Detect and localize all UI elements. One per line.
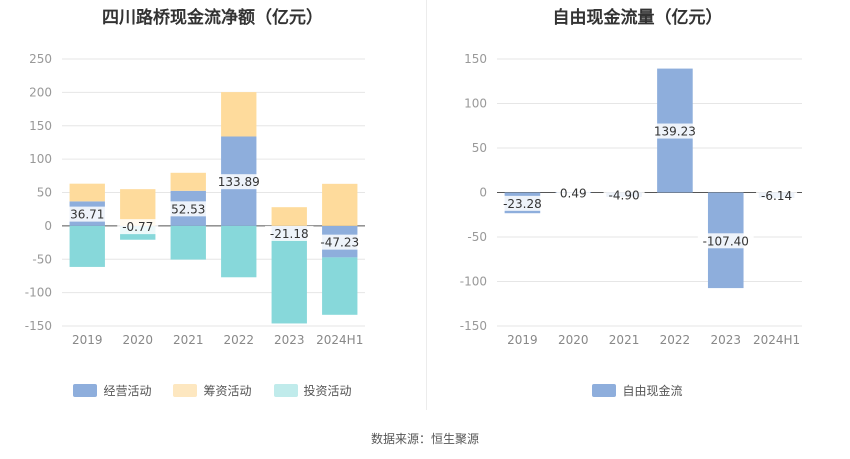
data-label: 0.49 — [560, 186, 587, 200]
x-tick-label: 2021 — [609, 333, 640, 347]
bar-投资活动 — [271, 240, 307, 324]
data-label: 139.23 — [654, 125, 696, 139]
y-tick-label: 150 — [464, 52, 487, 66]
data-label: 52.53 — [171, 202, 205, 216]
data-label-bg — [315, 234, 364, 250]
y-tick-label: -100 — [25, 286, 52, 300]
y-tick-label: 0 — [479, 186, 487, 200]
legend-label: 投资活动 — [303, 384, 352, 398]
x-tick-label: 2021 — [173, 333, 204, 347]
data-label-bg — [756, 188, 798, 204]
legend-label: 筹资活动 — [203, 384, 252, 398]
data-label-bg — [498, 195, 547, 211]
y-tick-label: 0 — [44, 219, 52, 233]
y-tick-label: 50 — [37, 186, 52, 200]
data-label-bg — [167, 201, 209, 217]
data-label: -4.90 — [609, 189, 640, 203]
data-label: -47.23 — [320, 236, 359, 250]
data-label: -23.28 — [503, 197, 542, 211]
legend-swatch — [592, 384, 617, 397]
y-tick-label: -150 — [460, 319, 487, 333]
chart-title: 四川路桥现金流净额（亿元） — [102, 8, 323, 28]
free-cash-flow-chart-plot: 150 100 50 0 -50 -100 -150 2019 2020 2021 2022 2023… — [460, 52, 802, 347]
legend-swatch — [273, 384, 298, 397]
y-tick-label: 100 — [29, 152, 52, 166]
chart-legend: 自由现金流 — [425, 382, 850, 399]
panel-divider — [426, 0, 427, 410]
y-tick-label: -100 — [460, 275, 487, 289]
bar-筹资活动 — [271, 207, 307, 226]
bar-筹资活动 — [170, 172, 206, 191]
x-tick-label: 2019 — [507, 333, 538, 347]
bar-筹资活动 — [322, 183, 358, 226]
data-label-bg — [66, 206, 108, 222]
y-tick-label: -50 — [32, 252, 52, 266]
x-tick-label: 2024H1 — [316, 333, 363, 347]
data-label-bg — [697, 233, 754, 249]
x-tick-label: 2020 — [122, 333, 153, 347]
legend-swatch — [173, 384, 198, 397]
data-label-bg — [265, 225, 314, 241]
data-label: -0.77 — [122, 220, 153, 234]
bar-投资活动 — [170, 225, 206, 260]
data-label: 133.89 — [218, 175, 260, 189]
y-tick-label: -50 — [467, 230, 487, 244]
data-label-bg — [117, 219, 159, 235]
data-label-bg — [603, 187, 645, 203]
legend-item-free-cash-flow[interactable]: 自由现金流 — [592, 382, 683, 399]
legend-swatch — [73, 384, 98, 397]
x-tick-label: 2022 — [660, 333, 691, 347]
bar-投资活动 — [322, 257, 358, 315]
y-tick-label: 200 — [29, 85, 52, 99]
data-source: 数据来源：恒生聚源 — [370, 432, 479, 446]
data-label-bg — [214, 174, 263, 190]
legend-label: 经营活动 — [103, 384, 152, 398]
data-label: -21.18 — [270, 227, 309, 241]
free-cash-flow-chart-panel: 自由现金流量（亿元） 150 100 50 0 -50 -100 -150 2019 2020 2… — [425, 0, 850, 410]
x-tick-label: 2023 — [710, 333, 741, 347]
bar-投资活动 — [69, 225, 105, 267]
cash-flow-chart-panel: 四川路桥现金流净额（亿元） 250 200 150 100 50 0 -50 -100 -150… — [0, 0, 425, 410]
bar-筹资活动 — [221, 92, 257, 137]
data-label: 36.71 — [70, 208, 104, 222]
chart-title: 自由现金流量（亿元） — [552, 8, 723, 28]
legend-item-operating[interactable]: 经营活动 — [73, 382, 151, 399]
legend-label: 自由现金流 — [622, 384, 683, 398]
y-tick-label: 250 — [29, 52, 52, 66]
y-tick-label: 50 — [472, 141, 487, 155]
data-label-bg — [556, 185, 591, 201]
y-tick-label: -150 — [25, 319, 52, 333]
bar-投资活动 — [221, 225, 257, 278]
y-tick-label: 150 — [29, 119, 52, 133]
x-tick-label: 2022 — [223, 333, 254, 347]
legend-item-financing[interactable]: 筹资活动 — [173, 382, 252, 399]
data-label: -107.40 — [703, 234, 749, 248]
data-label-bg — [650, 123, 700, 139]
data-label: -6.14 — [761, 189, 792, 203]
x-tick-label: 2023 — [274, 333, 305, 347]
x-tick-label: 2024H1 — [753, 333, 800, 347]
x-tick-label: 2019 — [72, 333, 103, 347]
chart-legend: 经营活动 筹资活动 投资活动 — [0, 382, 425, 399]
y-tick-label: 100 — [464, 97, 487, 111]
cash-flow-chart-plot: 250 200 150 100 50 0 -50 -100 -150 2019 2020 2021 20… — [25, 52, 365, 347]
x-tick-label: 2020 — [558, 333, 589, 347]
bar-筹资活动 — [69, 183, 105, 202]
legend-item-investing[interactable]: 投资活动 — [273, 382, 352, 399]
